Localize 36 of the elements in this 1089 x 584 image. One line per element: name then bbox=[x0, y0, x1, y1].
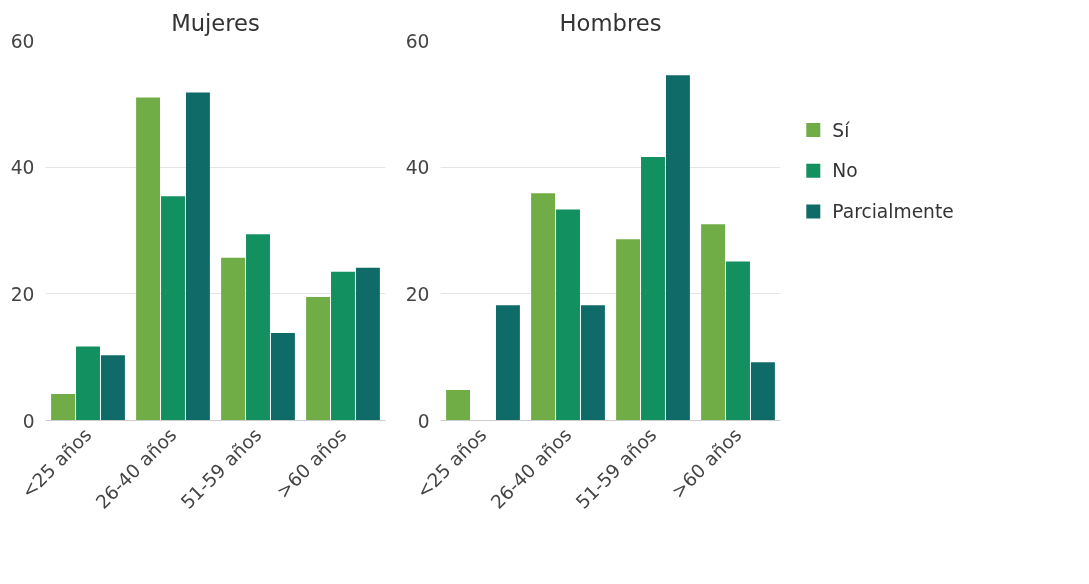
legend-label: Parcialmente bbox=[832, 200, 954, 222]
bar bbox=[306, 297, 331, 421]
bar bbox=[556, 209, 580, 421]
y-tick-label: 0 bbox=[417, 410, 430, 432]
y-tick-label: 40 bbox=[10, 157, 35, 179]
y-tick-label: 40 bbox=[405, 157, 430, 179]
bar bbox=[331, 271, 355, 421]
bar bbox=[51, 393, 76, 421]
bar bbox=[495, 305, 520, 421]
bar bbox=[665, 75, 690, 421]
y-tick-label: 60 bbox=[10, 30, 35, 52]
y-tick-label: 0 bbox=[22, 410, 35, 432]
bar bbox=[701, 224, 726, 421]
legend-label: No bbox=[832, 160, 858, 182]
bar bbox=[580, 305, 605, 421]
bar bbox=[726, 261, 750, 421]
bar bbox=[641, 157, 665, 421]
bar bbox=[446, 390, 471, 421]
bar bbox=[185, 92, 210, 421]
y-tick-label: 20 bbox=[405, 283, 430, 305]
bar bbox=[76, 346, 100, 421]
bar bbox=[616, 239, 641, 421]
bar bbox=[100, 355, 125, 421]
y-tick-label: 60 bbox=[405, 30, 430, 52]
bar bbox=[161, 196, 185, 421]
bar bbox=[270, 333, 295, 421]
legend-label: Sí bbox=[832, 119, 851, 141]
bar bbox=[750, 362, 775, 421]
bar bbox=[355, 267, 380, 421]
bar bbox=[246, 234, 270, 421]
bar bbox=[221, 257, 246, 421]
chart-title: Hombres bbox=[559, 9, 662, 36]
chart-title: Mujeres bbox=[171, 9, 260, 36]
bar bbox=[136, 97, 161, 421]
y-tick-label: 20 bbox=[10, 283, 35, 305]
bar bbox=[531, 193, 556, 421]
